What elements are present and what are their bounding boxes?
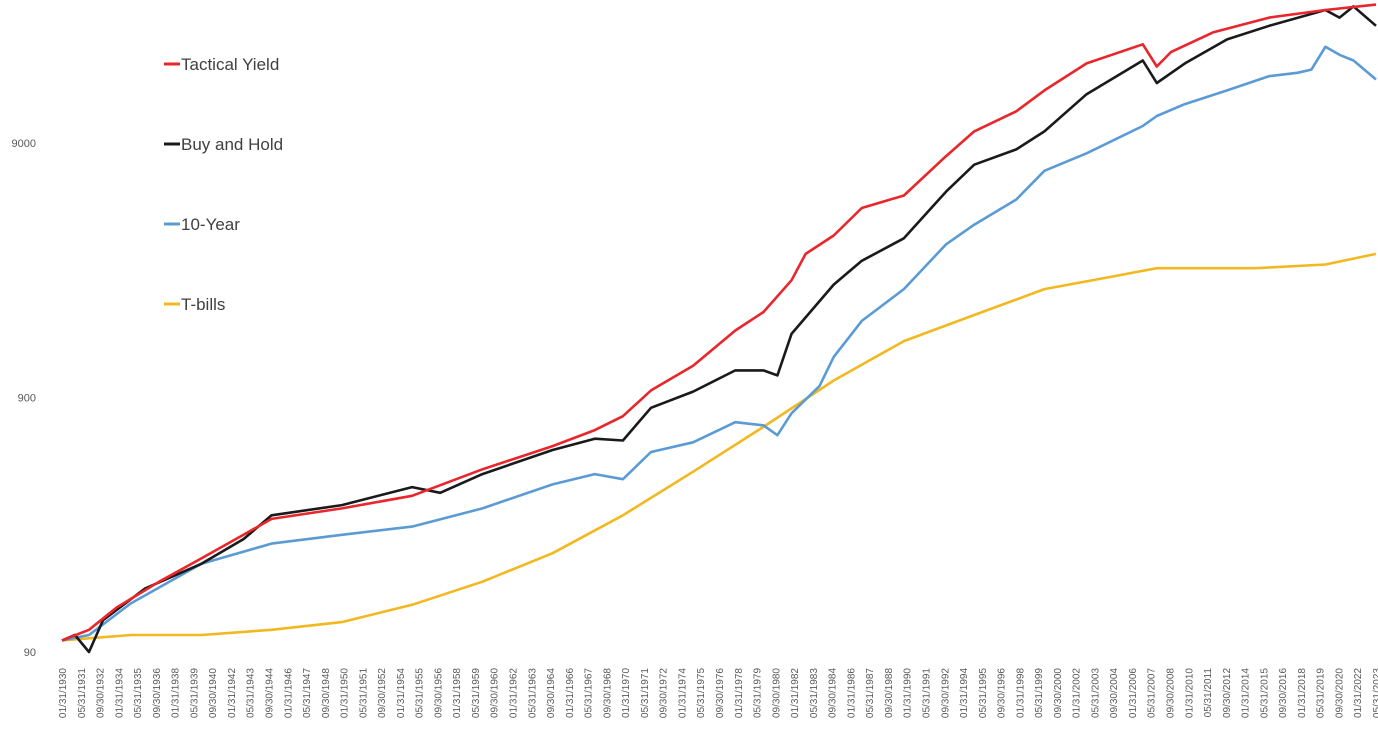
x-tick-label: 09/30/1948 (321, 668, 332, 718)
x-tick-label: 01/31/1946 (283, 668, 294, 718)
x-tick-label: 01/31/1982 (790, 668, 801, 718)
y-tick-label: 90 (24, 647, 36, 659)
x-tick-label: 01/31/1950 (340, 668, 351, 718)
x-tick-label: 05/31/1947 (302, 668, 313, 718)
x-tick-label: 09/30/2012 (1222, 668, 1233, 718)
legend-label: T-bills (181, 295, 225, 314)
x-tick-label: 05/31/1959 (471, 668, 482, 718)
x-tick-label: 09/30/1932 (96, 668, 107, 718)
x-tick-label: 09/30/1956 (433, 668, 444, 718)
x-tick-label: 01/31/1990 (903, 668, 914, 718)
x-tick-label: 05/31/1951 (358, 668, 369, 718)
x-tick-label: 01/31/1930 (58, 668, 69, 718)
x-tick-label: 01/31/1958 (452, 668, 463, 718)
x-tick-label: 05/31/1979 (753, 668, 764, 718)
x-tick-label: 05/31/1975 (696, 668, 707, 718)
x-tick-label: 05/31/2015 (1259, 668, 1270, 718)
x-tick-label: 05/31/1983 (809, 668, 820, 718)
x-tick-label: 05/31/1939 (189, 668, 200, 718)
x-tick-label: 09/30/1936 (152, 668, 163, 718)
x-tick-label: 01/31/1938 (171, 668, 182, 718)
x-tick-label: 09/30/2020 (1335, 668, 1346, 718)
x-tick-label: 09/30/1976 (715, 668, 726, 718)
x-tick-label: 09/30/1968 (602, 668, 613, 718)
legend-label: 10-Year (181, 215, 240, 234)
x-tick-label: 05/31/2019 (1316, 668, 1327, 718)
x-tick-label: 09/30/1940 (208, 668, 219, 718)
x-tick-label: 01/31/1994 (959, 668, 970, 718)
y-tick-label: 9000 (12, 138, 36, 150)
x-tick-label: 01/31/1998 (1015, 668, 1026, 718)
x-tick-label: 09/30/1992 (940, 668, 951, 718)
x-tick-label: 05/31/2007 (1147, 668, 1158, 718)
x-tick-label: 05/31/1935 (133, 668, 144, 718)
x-tick-label: 05/31/1967 (584, 668, 595, 718)
x-tick-label: 01/31/1966 (565, 668, 576, 718)
x-tick-label: 05/31/1931 (77, 668, 88, 718)
x-tick-label: 09/30/1980 (771, 668, 782, 718)
x-tick-label: 01/31/1942 (227, 668, 238, 718)
x-tick-label: 01/31/1970 (621, 668, 632, 718)
series-line-buy-and-hold (61, 5, 1377, 654)
series-line-tactical-yield (61, 3, 1377, 642)
x-tick-label: 05/31/2023 (1372, 668, 1378, 718)
x-tick-label: 01/31/2006 (1128, 668, 1139, 718)
x-tick-label: 09/30/1960 (490, 668, 501, 718)
x-tick-label: 01/31/2014 (1241, 668, 1252, 718)
x-tick-label: 05/31/1955 (415, 668, 426, 718)
legend-item-10-year: 10-Year (164, 215, 240, 234)
x-tick-label: 05/31/2003 (1090, 668, 1101, 718)
x-tick-label: 05/31/1987 (865, 668, 876, 718)
x-tick-label: 09/30/2016 (1278, 668, 1289, 718)
x-tick-label: 09/30/1944 (265, 668, 276, 718)
legend-label: Buy and Hold (181, 135, 283, 154)
legend-item-buy-and-hold: Buy and Hold (164, 135, 283, 154)
x-tick-label: 01/31/1962 (509, 668, 520, 718)
x-tick-label: 01/31/1986 (846, 668, 857, 718)
plot-lines (61, 3, 1377, 654)
x-tick-label: 09/30/1952 (377, 668, 388, 718)
legend-item-t-bills: T-bills (164, 295, 225, 314)
x-tick-label: 01/31/2002 (1072, 668, 1083, 718)
x-tick-label: 09/30/1972 (659, 668, 670, 718)
x-tick-label: 09/30/2008 (1166, 668, 1177, 718)
x-tick-label: 05/31/1995 (978, 668, 989, 718)
x-tick-label: 09/30/2004 (1109, 668, 1120, 718)
x-tick-label: 05/31/2011 (1203, 668, 1214, 718)
x-tick-label: 01/31/1934 (114, 668, 125, 718)
x-tick-label: 01/31/1974 (678, 668, 689, 718)
x-tick-label: 01/31/2018 (1297, 668, 1308, 718)
x-tick-label: 05/31/1963 (527, 668, 538, 718)
x-tick-label: 05/31/1943 (246, 668, 257, 718)
x-tick-label: 05/31/1971 (640, 668, 651, 718)
x-tick-label: 05/31/1999 (1034, 668, 1045, 718)
x-tick-label: 09/30/2000 (1053, 668, 1064, 718)
x-tick-label: 09/30/1964 (546, 668, 557, 718)
y-tick-label: 900 (18, 393, 36, 405)
x-tick-label: 09/30/1984 (828, 668, 839, 718)
series-line-t-bills (61, 252, 1377, 642)
x-tick-label: 09/30/1988 (884, 668, 895, 718)
x-axis-ticks: 01/31/1930 05/31/1931 09/30/1932 01/31/1934… (58, 668, 1378, 719)
x-tick-label: 01/31/1954 (396, 668, 407, 718)
x-tick-label: 09/30/1996 (997, 668, 1008, 718)
legend-item-tactical-yield: Tactical Yield (164, 55, 279, 74)
legend: Tactical Yield Buy and Hold 10-Year T-bills (164, 55, 283, 314)
x-tick-label: 01/31/2010 (1184, 668, 1195, 718)
legend-label: Tactical Yield (181, 55, 279, 74)
x-tick-label: 01/31/2022 (1353, 668, 1364, 718)
series-line-10-year (61, 45, 1377, 642)
y-axis-ticks: 90 900 9000 (12, 138, 36, 659)
x-tick-label: 01/31/1978 (734, 668, 745, 718)
x-tick-label: 05/31/1991 (922, 668, 933, 718)
